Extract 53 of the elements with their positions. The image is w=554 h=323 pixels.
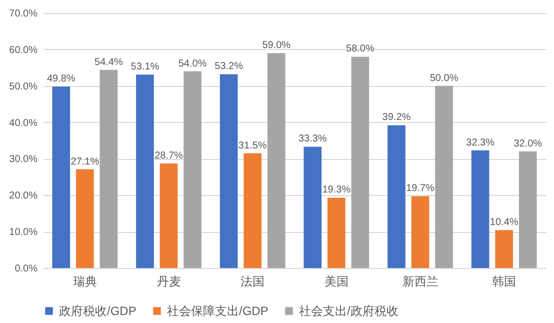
bar xyxy=(244,153,262,268)
bar xyxy=(267,53,286,268)
data-label: 53.2% xyxy=(214,61,244,72)
y-tick-label: 0.0% xyxy=(14,264,38,274)
data-label: 10.4% xyxy=(490,217,518,228)
data-label: 19.7% xyxy=(406,183,435,194)
bar xyxy=(304,146,322,268)
bar xyxy=(100,70,118,268)
bar xyxy=(220,74,238,268)
y-tick-label: 30.0% xyxy=(9,154,38,166)
data-label: 53.1% xyxy=(130,62,160,73)
data-label: 33.3% xyxy=(298,134,327,145)
data-label: 32.0% xyxy=(514,138,542,150)
data-label: 31.5% xyxy=(238,140,267,152)
bar xyxy=(471,150,490,268)
bar xyxy=(495,230,513,268)
legend-label: 社会支出/政府税收 xyxy=(299,304,398,318)
data-label: 54.4% xyxy=(94,56,123,68)
data-label: 28.7% xyxy=(154,150,184,162)
y-tick-label: 50.0% xyxy=(9,81,38,92)
y-tick-label: 60.0% xyxy=(9,44,38,56)
bar xyxy=(184,71,202,268)
bar xyxy=(136,74,154,268)
data-label: 27.1% xyxy=(70,156,100,168)
data-label: 50.0% xyxy=(430,72,458,84)
y-tick-label: 10.0% xyxy=(9,227,38,238)
x-tick-label: 瑞典 xyxy=(72,274,97,288)
y-tick-label: 40.0% xyxy=(9,118,38,129)
x-tick-label: 丹麦 xyxy=(156,274,181,288)
bar xyxy=(411,196,430,268)
x-tick-label: 韩国 xyxy=(492,274,516,288)
legend-label: 政府税收/GDP xyxy=(59,304,136,318)
bar xyxy=(518,151,537,268)
data-label: 54.0% xyxy=(178,58,207,70)
data-label: 49.8% xyxy=(46,74,76,85)
data-label: 58.0% xyxy=(346,44,374,55)
data-label: 32.3% xyxy=(466,137,495,148)
bar xyxy=(388,125,406,268)
bar xyxy=(160,163,178,268)
y-tick-label: 70.0% xyxy=(9,8,38,20)
data-label: 39.2% xyxy=(382,112,411,124)
y-tick-label: 20.0% xyxy=(9,190,38,202)
data-label: 19.3% xyxy=(322,184,351,196)
bar xyxy=(351,56,370,268)
bar xyxy=(76,169,94,268)
bar xyxy=(52,86,70,268)
bar xyxy=(328,198,346,268)
x-tick-label: 新西兰 xyxy=(402,274,438,288)
x-tick-label: 法国 xyxy=(240,274,265,288)
legend-label: 社会保障支出/GDP xyxy=(167,304,268,318)
bar xyxy=(435,86,453,268)
data-label: 59.0% xyxy=(262,40,291,52)
x-tick-label: 美国 xyxy=(324,274,348,288)
